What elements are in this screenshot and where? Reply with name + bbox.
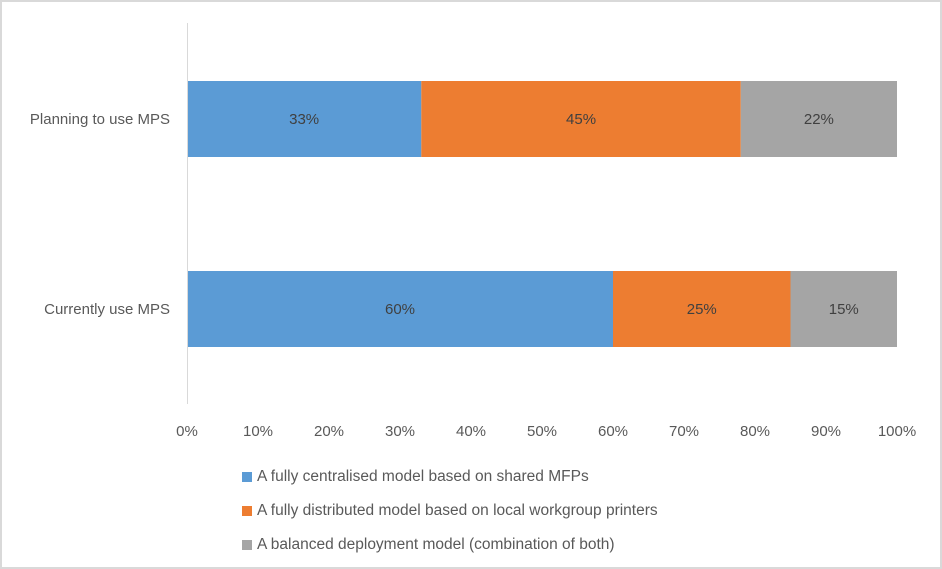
x-tick-label-40pct: 40%	[456, 423, 486, 440]
legend-item-centralised: A fully centralised model based on share…	[242, 460, 658, 494]
x-tick-label-50pct: 50%	[527, 423, 557, 440]
legend-label-balanced: A balanced deployment model (combination…	[257, 536, 615, 553]
x-tick-label-100pct: 100%	[878, 423, 916, 440]
data-label-planning-to-use-mps-series-3: 22%	[804, 111, 834, 128]
x-tick-label-90pct: 90%	[811, 423, 841, 440]
legend-label-centralised: A fully centralised model based on share…	[257, 468, 589, 485]
legend-swatch-distributed	[242, 506, 252, 516]
x-tick-labels: 0% 10% 20% 30% 40% 50% 60% 70% 80% 90% 100%	[176, 423, 916, 440]
legend-item-distributed: A fully distributed model based on local…	[242, 494, 658, 528]
x-tick-label-70pct: 70%	[669, 423, 699, 440]
x-tick-label-80pct: 80%	[740, 423, 770, 440]
legend-label-distributed: A fully distributed model based on local…	[257, 502, 658, 519]
bars-group	[187, 81, 897, 347]
data-label-currently-use-mps-series-2: 25%	[687, 301, 717, 318]
bar-currently-use-mps-series-2	[613, 271, 791, 347]
bar-planning-to-use-mps-series-3	[740, 81, 897, 157]
data-label-currently-use-mps-series-1: 60%	[385, 301, 415, 318]
category-labels: Planning to use MPS Currently use MPS	[30, 111, 170, 318]
category-label-planning-to-use-mps: Planning to use MPS	[30, 111, 170, 128]
data-label-currently-use-mps-series-3: 15%	[829, 301, 859, 318]
data-labels: 33% 45% 22% 60% 25% 15%	[289, 111, 859, 318]
bar-currently-use-mps-series-1	[187, 271, 613, 347]
legend-item-balanced: A balanced deployment model (combination…	[242, 528, 658, 562]
data-label-planning-to-use-mps-series-2: 45%	[566, 111, 596, 128]
legend-swatch-centralised	[242, 472, 252, 482]
x-tick-label-10pct: 10%	[243, 423, 273, 440]
x-tick-label-30pct: 30%	[385, 423, 415, 440]
bar-planning-to-use-mps-series-2	[421, 81, 741, 157]
bar-planning-to-use-mps-series-1	[187, 81, 422, 157]
legend-swatch-balanced	[242, 540, 252, 550]
bar-currently-use-mps-series-3	[790, 271, 897, 347]
legend: A fully centralised model based on share…	[242, 460, 658, 562]
data-label-planning-to-use-mps-series-1: 33%	[289, 111, 319, 128]
x-tick-label-0pct: 0%	[176, 423, 198, 440]
x-tick-label-60pct: 60%	[598, 423, 628, 440]
category-label-currently-use-mps: Currently use MPS	[44, 301, 170, 318]
x-tick-label-20pct: 20%	[314, 423, 344, 440]
